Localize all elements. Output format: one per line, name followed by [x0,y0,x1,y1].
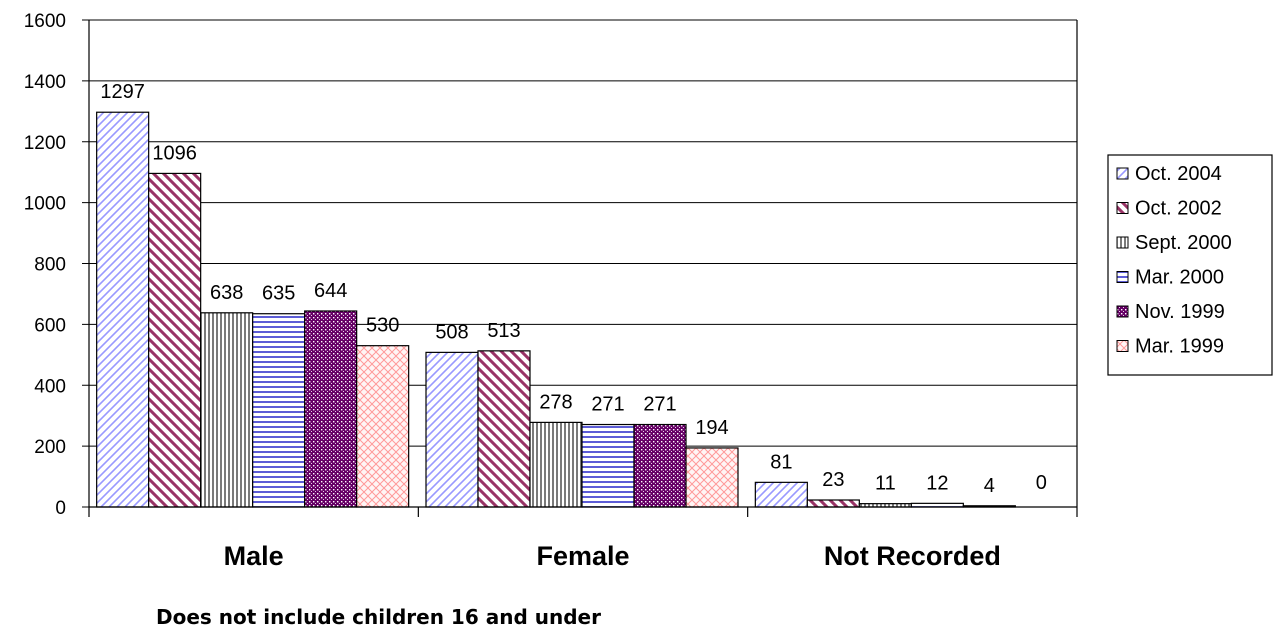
y-axis-ticks: 0 200 400 600 800 1000 1200 1400 1600 [24,11,89,519]
bar [304,310,358,508]
legend-swatch [1116,271,1129,283]
data-label: 1297 [100,81,145,103]
bar [529,421,583,508]
data-label: 638 [210,282,243,304]
bar [477,350,531,508]
data-label: 271 [643,394,676,416]
category-label: Male [224,541,284,571]
data-label: 12 [926,472,948,494]
bar [425,351,479,508]
data-label: 513 [487,320,520,342]
legend-swatch [1116,236,1129,249]
bar [356,345,410,508]
bar [806,499,860,508]
data-label: 271 [591,394,624,416]
category-label: Not Recorded [824,541,1001,571]
bars [96,111,1016,508]
data-label: 194 [695,417,728,439]
legend-label: Mar. 2000 [1135,267,1224,289]
bar [148,172,202,508]
data-label: 0 [1036,472,1047,494]
y-tick-label: 1600 [24,11,66,32]
data-label: 4 [984,475,995,497]
bar [685,447,739,508]
data-label: 278 [539,391,572,413]
category-labels: Male Female Not Recorded [224,541,1001,571]
legend-swatch [1116,202,1129,214]
data-label: 81 [770,451,792,473]
y-tick-label: 0 [55,498,66,519]
bar [252,313,306,508]
legend-swatch [1116,305,1129,318]
y-tick-label: 1000 [24,194,66,215]
y-tick-label: 400 [34,376,66,397]
data-label: 11 [875,473,896,495]
legend-box [1107,154,1273,376]
legend-label: Nov. 1999 [1135,301,1225,323]
data-label: 644 [314,280,347,302]
legend: Oct. 2004 Oct. 2002 Sept. 2000 Mar. 2000 Nov… [1107,154,1273,376]
legend-label: Oct. 2004 [1135,163,1222,185]
data-label: 508 [435,321,468,343]
bar [200,312,254,508]
y-tick-label: 1200 [24,133,66,154]
y-tick-label: 600 [34,315,66,336]
data-label: 635 [262,283,295,305]
y-tick-label: 200 [34,437,66,458]
category-label: Female [536,541,629,571]
legend-label: Oct. 2002 [1135,198,1222,220]
bar [633,423,687,508]
legend-swatch [1116,340,1129,352]
data-label: 23 [822,469,844,491]
legend-label: Sept. 2000 [1135,232,1232,254]
legend-label: Mar. 1999 [1135,336,1224,358]
bar [581,423,635,508]
chart-footnote: Does not include children 16 and under [156,605,601,629]
data-label: 530 [366,315,399,337]
data-labels: 1297 1096 638 635 644 530 508 513 278 271 271 194 81… [100,81,1046,497]
legend-swatch [1116,167,1129,180]
bar [96,111,150,508]
data-label: 1096 [152,142,197,164]
y-tick-label: 800 [34,255,66,276]
y-tick-label: 1400 [24,72,66,93]
bar [754,481,808,508]
